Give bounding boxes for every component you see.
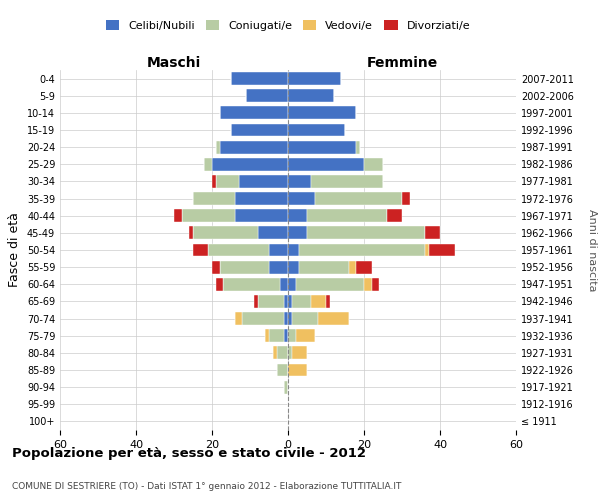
Bar <box>288 175 311 188</box>
Bar <box>174 210 182 222</box>
Bar <box>288 72 341 85</box>
Text: COMUNE DI SESTRIERE (TO) - Dati ISTAT 1° gennaio 2012 - Elaborazione TUTTITALIA.: COMUNE DI SESTRIERE (TO) - Dati ISTAT 1°… <box>12 482 401 491</box>
Text: Popolazione per età, sesso e stato civile - 2012: Popolazione per età, sesso e stato civil… <box>12 448 366 460</box>
Bar <box>311 175 383 188</box>
Bar <box>288 278 296 290</box>
Bar <box>284 312 288 325</box>
Bar <box>288 140 356 153</box>
Bar <box>205 158 212 170</box>
Bar <box>425 244 428 256</box>
Bar <box>231 72 288 85</box>
Bar <box>284 295 288 308</box>
Bar <box>220 106 288 120</box>
Bar <box>288 312 292 325</box>
Bar <box>235 192 288 205</box>
Bar <box>284 380 288 394</box>
Bar <box>246 90 288 102</box>
Bar <box>239 175 288 188</box>
Bar <box>193 226 257 239</box>
Bar <box>314 192 402 205</box>
Bar <box>428 244 455 256</box>
Y-axis label: Fasce di età: Fasce di età <box>8 212 21 288</box>
Bar <box>349 260 356 274</box>
Bar <box>280 278 288 290</box>
Bar <box>231 124 288 136</box>
Bar <box>288 124 345 136</box>
Bar <box>296 278 364 290</box>
Bar <box>288 330 296 342</box>
Bar <box>273 346 277 360</box>
Bar <box>364 278 371 290</box>
Bar <box>212 260 220 274</box>
Bar <box>356 260 371 274</box>
Bar <box>288 226 307 239</box>
Bar <box>288 364 307 376</box>
Bar <box>277 364 288 376</box>
Bar <box>356 140 360 153</box>
Bar <box>299 260 349 274</box>
Bar <box>189 226 193 239</box>
Bar <box>216 140 220 153</box>
Bar <box>182 210 235 222</box>
Bar <box>311 295 326 308</box>
Bar <box>387 210 402 222</box>
Bar <box>288 346 292 360</box>
Bar <box>292 346 307 360</box>
Text: Femmine: Femmine <box>367 56 437 70</box>
Bar <box>235 210 288 222</box>
Bar <box>292 312 319 325</box>
Bar <box>269 330 284 342</box>
Bar <box>223 278 280 290</box>
Bar <box>265 330 269 342</box>
Text: Maschi: Maschi <box>147 56 201 70</box>
Bar <box>212 158 288 170</box>
Legend: Celibi/Nubili, Coniugati/e, Vedovi/e, Divorziati/e: Celibi/Nubili, Coniugati/e, Vedovi/e, Di… <box>106 20 470 30</box>
Bar <box>288 158 364 170</box>
Bar <box>402 192 410 205</box>
Bar <box>288 295 292 308</box>
Bar <box>269 244 288 256</box>
Bar <box>326 295 330 308</box>
Bar <box>235 312 242 325</box>
Bar <box>193 244 208 256</box>
Bar <box>269 260 288 274</box>
Bar <box>220 260 269 274</box>
Bar <box>277 346 288 360</box>
Bar <box>257 295 284 308</box>
Bar <box>296 330 314 342</box>
Bar <box>288 192 314 205</box>
Bar <box>193 192 235 205</box>
Bar <box>307 226 425 239</box>
Bar <box>299 244 425 256</box>
Bar <box>212 175 216 188</box>
Bar <box>208 244 269 256</box>
Text: Anni di nascita: Anni di nascita <box>587 209 597 291</box>
Bar <box>288 210 307 222</box>
Bar <box>307 210 387 222</box>
Bar <box>288 90 334 102</box>
Bar <box>216 175 239 188</box>
Bar <box>254 295 257 308</box>
Bar <box>292 295 311 308</box>
Bar <box>371 278 379 290</box>
Bar <box>425 226 440 239</box>
Bar <box>364 158 383 170</box>
Bar <box>319 312 349 325</box>
Bar <box>284 330 288 342</box>
Bar <box>288 260 299 274</box>
Bar <box>216 278 223 290</box>
Bar <box>242 312 284 325</box>
Bar <box>288 106 356 120</box>
Bar <box>288 244 299 256</box>
Bar <box>257 226 288 239</box>
Bar <box>220 140 288 153</box>
